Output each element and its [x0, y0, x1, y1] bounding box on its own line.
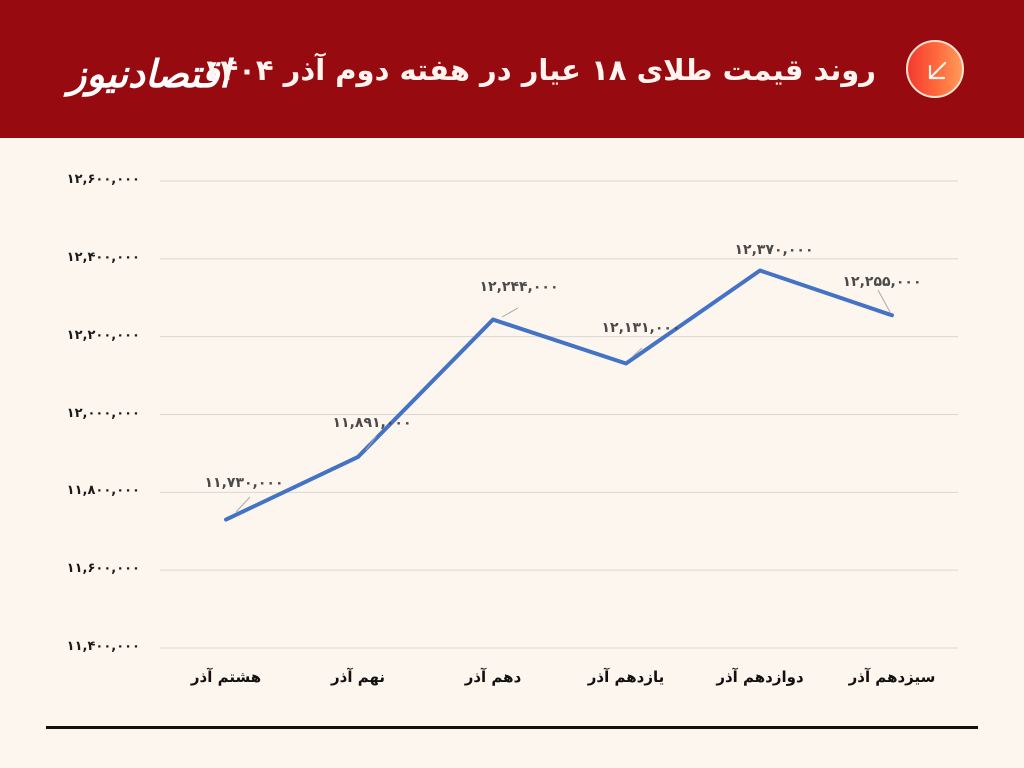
y-tick-label: ۱۲,۲۰۰,۰۰۰	[66, 327, 140, 343]
footer-divider	[46, 726, 978, 729]
y-tick-label: ۱۱,۸۰۰,۰۰۰	[66, 483, 140, 499]
line-chart: ۱۲,۶۰۰,۰۰۰ ۱۲,۴۰۰,۰۰۰ ۱۲,۲۰۰,۰۰۰ ۱۲,۰۰۰,۰۰۰…	[0, 138, 1024, 768]
x-tick-label: یازدهم آذر	[587, 668, 665, 686]
data-label: ۱۲,۲۴۴,۰۰۰	[479, 279, 559, 295]
chart-plot-area	[160, 180, 958, 649]
header-banner: اقتصادنیوز روند قیمت طلای ۱۸ عیار در هفت…	[0, 0, 1024, 138]
leader-line	[501, 307, 519, 318]
x-tick-label: دوازدهم آذر	[716, 668, 804, 686]
series-line	[224, 268, 894, 522]
brand-logo: اقتصادنیوز	[68, 51, 231, 96]
y-tick-label: ۱۲,۰۰۰,۰۰۰	[66, 405, 140, 421]
leader-line	[235, 496, 251, 513]
y-tick-label: ۱۲,۴۰۰,۰۰۰	[66, 249, 140, 265]
y-tick-label: ۱۲,۶۰۰,۰۰۰	[66, 172, 140, 187]
data-label: ۱۲,۱۳۱,۰۰۰	[601, 320, 681, 336]
arrow-down-left-icon	[906, 40, 964, 98]
leader-line	[877, 289, 891, 313]
data-label: ۱۱,۷۳۰,۰۰۰	[204, 475, 284, 491]
leader-line	[631, 347, 643, 358]
data-label: ۱۲,۳۷۰,۰۰۰	[734, 242, 814, 258]
y-tick-label: ۱۱,۴۰۰,۰۰۰	[66, 639, 140, 654]
x-tick-label: نهم آذر	[331, 668, 385, 686]
leader-line	[365, 435, 377, 451]
x-tick-label: سیزدهم آذر	[848, 668, 936, 686]
data-label: ۱۲,۲۵۵,۰۰۰	[842, 274, 922, 290]
data-label: ۱۱,۸۹۱,۰۰۰	[332, 415, 412, 431]
y-tick-label: ۱۱,۶۰۰,۰۰۰	[66, 561, 140, 577]
chart-title: روند قیمت طلای ۱۸ عیار در هفته دوم آذر ۱…	[202, 53, 876, 87]
x-tick-label: دهم آذر	[464, 668, 522, 686]
x-tick-label: هشتم آذر	[190, 668, 262, 686]
